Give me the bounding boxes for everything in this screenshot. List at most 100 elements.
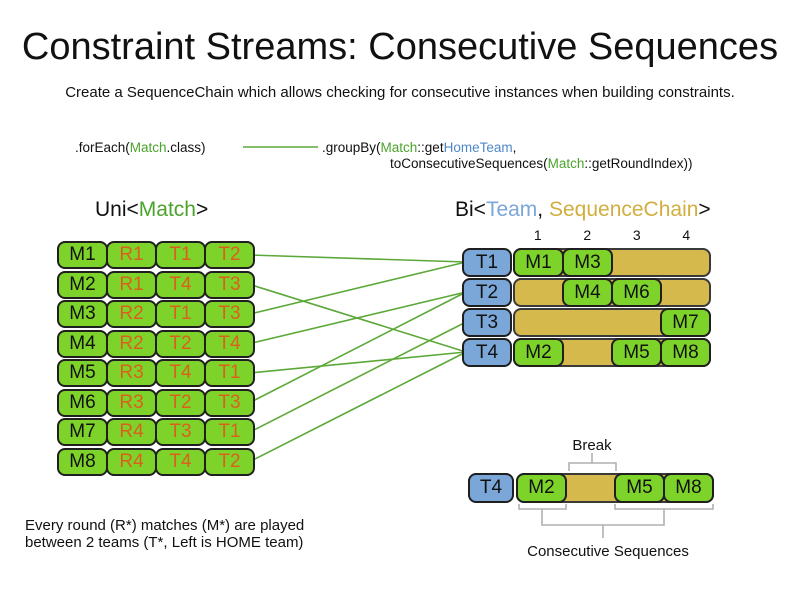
breakout-match-slot-m8: M8 (663, 473, 714, 503)
round-cell: R2 (106, 300, 157, 328)
match-id-cell: M8 (57, 447, 108, 476)
code-text: ::getRoundIndex)) (584, 155, 693, 171)
column-label-2: 2 (583, 227, 592, 243)
heading-text: Uni< (95, 198, 139, 221)
sequence-bar-t3: M7 (513, 308, 711, 337)
match-row-m5: M5 R3 T4 T1 (57, 359, 255, 387)
match-slot-m5: M5 (611, 338, 662, 367)
break-bracket (568, 462, 617, 471)
page-title: Constraint Streams: Consecutive Sequence… (21, 26, 779, 68)
team-box-t4: T4 (462, 338, 512, 367)
consecutive-sequences-label: Consecutive Sequences (527, 543, 689, 560)
round-cell: R2 (106, 329, 157, 358)
link-m1-t1 (249, 254, 467, 263)
link-m2-t4 (249, 283, 467, 353)
sequence-bracket-left (518, 504, 567, 510)
footnote-line2: between 2 teams (T*, Left is HOME team) (25, 534, 304, 551)
home-team-cell: T4 (155, 447, 206, 476)
match-id-cell: M4 (57, 329, 108, 358)
round-cell: R3 (106, 388, 157, 417)
code-match-class: Match (547, 155, 585, 171)
heading-text: Bi< (455, 198, 486, 221)
away-team-cell: T2 (204, 241, 255, 269)
home-team-cell: T2 (155, 388, 206, 417)
home-team-cell: T4 (155, 270, 206, 299)
sequence-bar-t2: M4 M6 (513, 278, 711, 307)
code-groupby-line1: .groupBy(Match::getHomeTeam, (322, 140, 692, 156)
match-row-m3: M3 R2 T1 T3 (57, 300, 255, 328)
breakout-sequence-bar: M2 M5 M8 (516, 473, 714, 503)
link-m5-t4 (249, 351, 467, 374)
away-team-cell: T3 (204, 270, 255, 299)
code-text: .forEach( (75, 140, 130, 155)
footnote-line1: Every round (R*) matches (M*) are played (25, 517, 305, 534)
uni-match-table: M1 R1 T1 T2 M2 R1 T4 T3 M3 R2 T1 T3 M4 R… (57, 241, 255, 477)
match-id-cell: M3 (57, 300, 108, 328)
away-team-cell: T3 (204, 388, 255, 417)
code-groupby-line2: toConsecutiveSequences(Match::getRoundIn… (322, 156, 692, 172)
match-row-m2: M2 R1 T4 T3 (57, 270, 255, 299)
round-cell: R4 (106, 418, 157, 446)
sequence-bar-t4: M2 M5 M8 (513, 338, 711, 367)
match-id-cell: M5 (57, 359, 108, 387)
match-slot-m2: M2 (513, 338, 564, 367)
heading-text: > (195, 198, 209, 221)
code-text: .groupBy( (322, 140, 381, 155)
code-foreach: .forEach(Match.class) (75, 140, 206, 156)
sequence-bar-t1: M1 M3 (513, 248, 711, 277)
code-match-class: Match (129, 140, 167, 155)
breakout-match-slot-m5: M5 (614, 473, 665, 503)
code-text: .class) (166, 140, 206, 155)
match-slot-m1: M1 (513, 248, 564, 277)
match-slot-m6: M6 (611, 278, 662, 307)
bi-team-sequencechain-heading: Bi<Team, SequenceChain> (455, 198, 711, 222)
match-id-cell: M1 (57, 241, 108, 269)
match-slot-m3: M3 (562, 248, 613, 277)
code-hometeam-ref: HomeTeam (443, 140, 513, 155)
heading-sequencechain-type: SequenceChain (548, 198, 699, 221)
match-row-m4: M4 R2 T2 T4 (57, 329, 255, 358)
match-row-m1: M1 R1 T1 T2 (57, 241, 255, 269)
column-label-1: 1 (533, 227, 542, 243)
home-team-cell: T1 (155, 241, 206, 269)
home-team-cell: T2 (155, 329, 206, 358)
round-cell: R4 (106, 447, 157, 476)
away-team-cell: T1 (204, 418, 255, 446)
link-m4-t2 (249, 291, 467, 345)
away-team-cell: T4 (204, 329, 255, 358)
home-team-cell: T3 (155, 418, 206, 446)
sequence-bracket-join (541, 509, 665, 526)
code-text: toConsecutiveSequences( (390, 155, 548, 171)
match-row-m7: M7 R4 T3 T1 (57, 418, 255, 446)
heading-match-type: Match (138, 198, 196, 221)
code-match-class: Match (380, 140, 418, 155)
away-team-cell: T2 (204, 447, 255, 476)
sequence-bracket-right (614, 504, 714, 510)
uni-match-heading: Uni<Match> (95, 198, 208, 222)
match-row-m6: M6 R3 T2 T3 (57, 388, 255, 417)
team-box-t3: T3 (462, 308, 512, 337)
code-text: , (512, 140, 517, 155)
round-column-labels: 1 2 3 4 (513, 227, 711, 243)
code-text: ::get (417, 140, 444, 155)
team-box-t2: T2 (462, 278, 512, 307)
away-team-cell: T3 (204, 300, 255, 328)
heading-text: , (537, 198, 549, 221)
breakout-match-slot-m2: M2 (516, 473, 567, 503)
match-id-cell: M7 (57, 418, 108, 446)
match-slot-m4: M4 (562, 278, 613, 307)
home-team-cell: T4 (155, 359, 206, 387)
link-m7-t3 (249, 321, 467, 433)
round-cell: R3 (106, 359, 157, 387)
round-cell: R1 (106, 270, 157, 299)
footnote: Every round (R*) matches (M*) are played… (25, 517, 304, 551)
link-m8-t4 (249, 351, 467, 463)
breakout-team-box-t4: T4 (468, 473, 514, 503)
match-row-m8: M8 R4 T4 T2 (57, 447, 255, 476)
heading-team-type: Team (485, 198, 538, 221)
match-slot-m8: M8 (660, 338, 711, 367)
heading-text: > (698, 198, 711, 221)
column-label-3: 3 (632, 227, 641, 243)
link-m3-t1 (249, 261, 467, 315)
